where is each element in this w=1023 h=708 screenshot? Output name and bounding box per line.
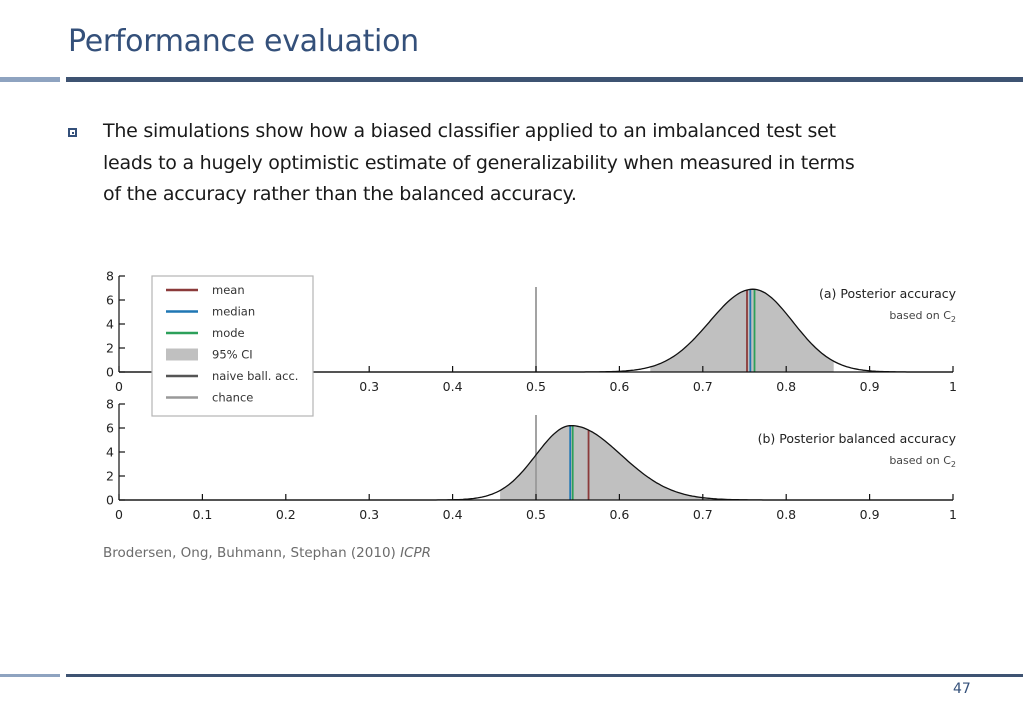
- chart-subtitle: based on C2: [889, 454, 956, 469]
- y-tick-label: 6: [106, 421, 114, 436]
- y-tick-label: 8: [106, 397, 114, 412]
- legend-label: naive ball. acc.: [212, 369, 298, 383]
- chart-title: (a) Posterior accuracy: [819, 286, 957, 301]
- legend-label: mean: [212, 283, 245, 297]
- header-rule-accent: [0, 77, 60, 82]
- y-tick-label: 2: [106, 341, 114, 356]
- x-tick-label: 0.5: [526, 507, 546, 522]
- x-tick-label: 0.6: [609, 507, 629, 522]
- legend-label: median: [212, 305, 255, 319]
- legend: mean median mode 95% CI naive ball. acc. chan…: [151, 275, 314, 417]
- y-tick-label: 4: [106, 317, 114, 332]
- chart-subtitle-subscript: 2: [951, 315, 956, 324]
- x-tick-label: 0.8: [776, 507, 796, 522]
- legend-label: chance: [212, 391, 253, 405]
- x-tick-label: 0.4: [443, 507, 463, 522]
- ci-area: [500, 425, 710, 500]
- chart-subtitle: based on C2: [889, 309, 956, 324]
- y-tick-label: 0: [106, 365, 114, 380]
- y-tick-label: 4: [106, 445, 114, 460]
- x-tick-label: 0.4: [443, 379, 463, 394]
- x-tick-label: 0.7: [693, 507, 713, 522]
- x-tick-label: 1: [949, 379, 957, 394]
- header-rule: [66, 77, 1023, 82]
- x-tick-label: 0.7: [693, 379, 713, 394]
- x-tick-label: 0.3: [359, 507, 379, 522]
- bullet-line: leads to a hugely optimistic estimate of…: [103, 151, 855, 174]
- x-tick-label: 1: [949, 507, 957, 522]
- chart-title: (b) Posterior balanced accuracy: [758, 431, 957, 446]
- y-tick-label: 6: [106, 293, 114, 308]
- x-tick-label: 0.3: [359, 379, 379, 394]
- y-tick-label: 0: [106, 493, 114, 508]
- chart-panel-b: 0 0.1 0.2 0.3 0.4 0.5 0.6 0.7 0.8 0.9 1 0 2 4 6 8 (b) Po…: [106, 397, 957, 523]
- footer-rule-accent: [0, 674, 60, 677]
- legend-label: 95% CI: [212, 348, 253, 362]
- citation-venue: ICPR: [400, 545, 432, 561]
- bullet-line: The simulations show how a biased classi…: [103, 120, 836, 142]
- x-tick-label: 0.9: [860, 379, 880, 394]
- y-tick-label: 2: [106, 469, 114, 484]
- citation-authors: Brodersen, Ong, Buhmann, Stephan (2010): [103, 545, 401, 561]
- y-tick-label: 8: [106, 269, 114, 284]
- page-number: 47: [953, 681, 971, 697]
- x-tick-label: 0: [115, 379, 123, 394]
- x-tick-label: 0.2: [276, 507, 296, 522]
- x-tick-label: 0.9: [860, 507, 880, 522]
- legend-box: [151, 275, 314, 417]
- legend-swatch: [166, 348, 198, 361]
- bullet-line: of the accuracy rather than the balanced…: [103, 183, 577, 205]
- slide-title: Performance evaluation: [68, 24, 419, 59]
- x-tick-label: 0.6: [609, 379, 629, 394]
- x-tick-label: 0: [115, 507, 123, 522]
- footer-rule: [66, 674, 1023, 677]
- bullet-text: The simulations show how a biased classi…: [103, 116, 983, 211]
- x-tick-label: 0.1: [192, 507, 212, 522]
- bullet-marker: [68, 128, 77, 137]
- chart-subtitle-subscript: 2: [951, 460, 956, 469]
- x-tick-label: 0.8: [776, 379, 796, 394]
- ci-area: [650, 289, 834, 372]
- legend-label: mode: [212, 326, 245, 340]
- citation: Brodersen, Ong, Buhmann, Stephan (2010) …: [103, 545, 431, 561]
- x-tick-label: 0.5: [526, 379, 546, 394]
